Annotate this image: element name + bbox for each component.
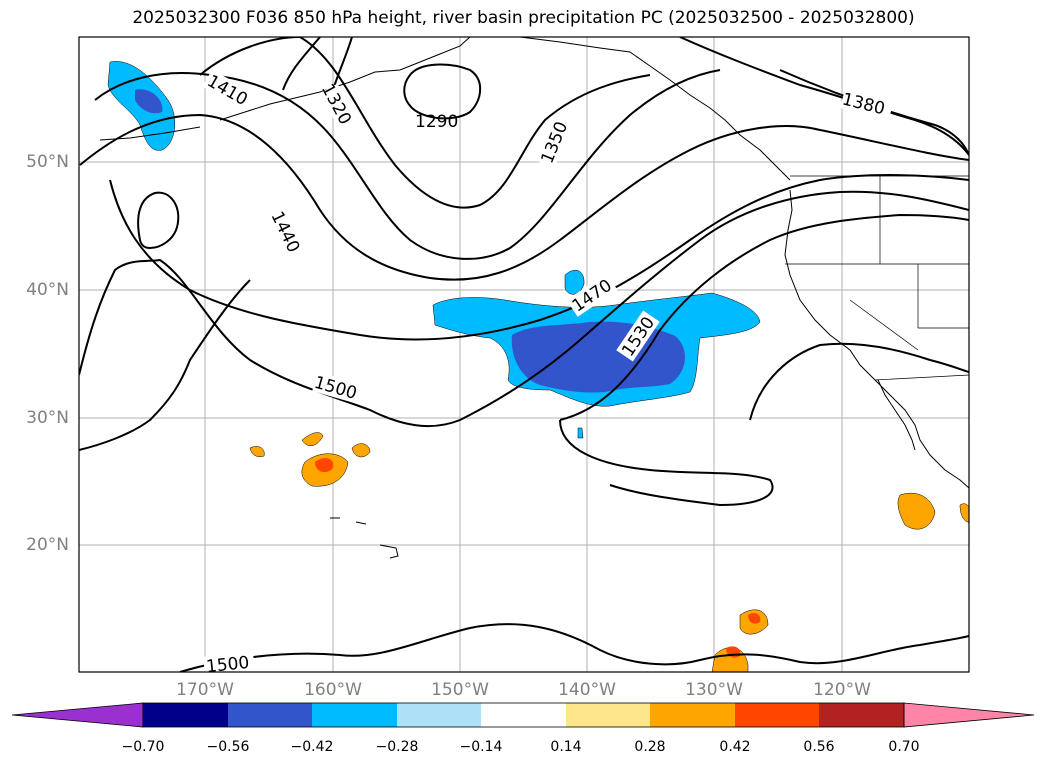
colorbar-tick-3: −0.42: [290, 739, 334, 755]
colorbar-bin-3: [312, 703, 397, 727]
lon-label-150w: 150°W: [431, 680, 489, 700]
contour-1440: [79, 113, 969, 281]
lat-label-50n: 50°N: [26, 152, 69, 172]
colorbar-bin-1: [143, 703, 228, 727]
contour-1350-b: [299, 37, 651, 209]
aleutian-precip-mid: [135, 89, 163, 114]
mexico-precip-light-2: [959, 503, 969, 523]
positive-precip-fills: [249, 432, 969, 672]
west-coast: [784, 189, 969, 489]
colorbar-bin-7: [650, 703, 735, 727]
contour-1530-south: [559, 419, 774, 507]
coastlines: [99, 37, 969, 559]
colorbar-bin-2: [228, 703, 312, 727]
mexico-border: [874, 374, 969, 381]
gridlines: [79, 37, 969, 672]
colorbar-tick-5: −0.14: [459, 739, 503, 755]
colorbar-frame: [142, 702, 905, 728]
colorbar-tick-7: 0.28: [634, 739, 666, 755]
colorbar-tick-6: 0.14: [550, 739, 582, 755]
colorbar-bin-4: [397, 703, 481, 727]
hawaii-precip-small-2: [351, 443, 371, 458]
contour-1290: [403, 63, 482, 120]
map-frame: [78, 36, 970, 673]
lon-label-170w: 170°W: [176, 680, 234, 700]
contour-1560: [749, 342, 969, 421]
map-plot-area: 1410 1320 1290 1350 1380 1440 1470 1530 …: [79, 37, 969, 677]
contour-label-1500-south: 1500: [205, 653, 250, 677]
contour-1500: [79, 190, 969, 427]
colorbar-bin-9: [819, 703, 904, 727]
contour-label-1290: 1290: [415, 112, 458, 132]
tropical-precip-mid: [748, 612, 761, 624]
alaska-coast: [219, 37, 471, 121]
mexico-precip-light: [897, 492, 936, 530]
contour-1380-b: [779, 69, 969, 156]
hawaii-precip-small-3: [249, 446, 265, 457]
hawaii-precip-small-1: [301, 432, 324, 447]
lat-label-20n: 20°N: [26, 535, 69, 555]
gulf-of-alaska-coast: [519, 37, 791, 181]
colorbar-tick-8: 0.42: [719, 739, 751, 755]
height-contours: [79, 37, 969, 672]
baja-coast: [877, 379, 916, 451]
lat-label-30n: 30°N: [26, 408, 69, 428]
map-title: 2025032300 F036 850 hPa height, river ba…: [132, 8, 915, 28]
lat-label-40n: 40°N: [26, 280, 69, 300]
state-border-5: [849, 299, 919, 351]
colorbar-bin-8: [735, 703, 819, 727]
colorbar-tick-9: 0.56: [803, 739, 835, 755]
contour-1530: [79, 213, 969, 451]
lon-label-130w: 130°W: [685, 680, 743, 700]
lon-label-140w: 140°W: [558, 680, 616, 700]
contour-1500-south: [179, 623, 969, 672]
pacific-precip-small-1: [564, 269, 585, 295]
pacific-precip-small-2: [577, 427, 584, 439]
contour-low-loop: [137, 191, 180, 250]
colorbar: [11, 702, 1035, 728]
colorbar-extend-min: [11, 702, 144, 728]
colorbar-bin-5: [481, 703, 566, 727]
lon-label-160w: 160°W: [304, 680, 362, 700]
colorbar-bin-6: [566, 703, 650, 727]
colorbar-tick-2: −0.56: [206, 739, 250, 755]
hawaii-precip-mid: [315, 458, 334, 473]
colorbar-tick-1: −0.70: [121, 739, 165, 755]
colorbar-extend-max: [903, 702, 1035, 728]
colorbar-tick-10: 0.70: [888, 739, 920, 755]
lon-label-120w: 120°W: [813, 680, 871, 700]
colorbar-tick-4: −0.28: [375, 739, 419, 755]
hawaii-islands: [330, 517, 399, 559]
